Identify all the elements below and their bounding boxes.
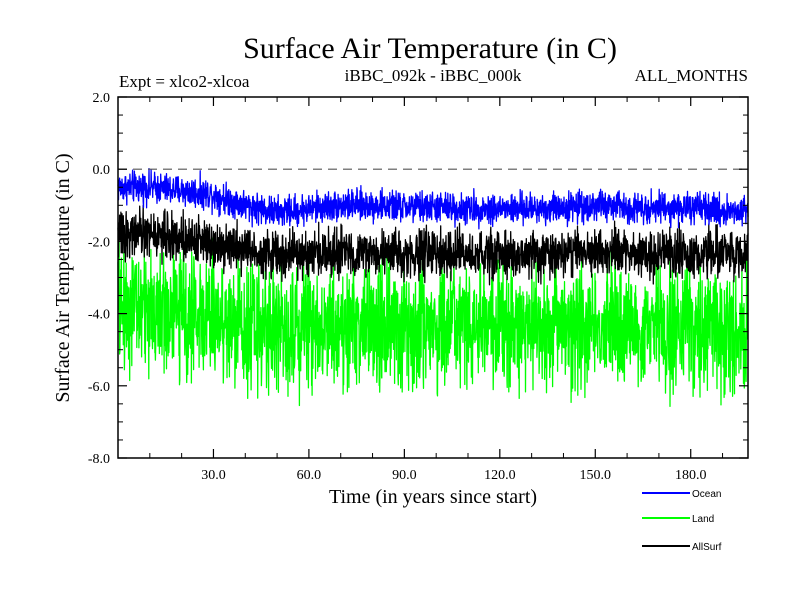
legend: Ocean Land AllSurf	[642, 489, 722, 553]
series-layer	[117, 167, 749, 408]
x-axis-ticks: 30.0 60.0 90.0 120.0 150.0 180.0	[149, 97, 724, 483]
chart-subtitle-right: ALL_MONTHS	[635, 66, 748, 85]
chart-subtitle-left: Expt = xlco2-xlcoa	[119, 72, 250, 91]
chart-subtitle-center: iBBC_092k - iBBC_000k	[345, 66, 522, 85]
series-line-ocean	[117, 167, 749, 230]
legend-label-ocean: Ocean	[692, 489, 721, 500]
chart-title: Surface Air Temperature (in C)	[243, 32, 617, 65]
y-tick-label: 2.0	[93, 91, 111, 106]
x-tick-label: 150.0	[580, 468, 612, 483]
y-tick-label: 0.0	[93, 163, 111, 178]
series-line-land	[117, 237, 749, 408]
x-tick-label: 90.0	[392, 468, 417, 483]
legend-label-land: Land	[692, 514, 714, 525]
y-tick-label: -8.0	[88, 452, 110, 467]
series-line-allsurf	[117, 204, 749, 286]
legend-label-allsurf: AllSurf	[692, 542, 722, 553]
y-tick-label: -2.0	[88, 235, 110, 250]
y-tick-label: -4.0	[88, 308, 110, 323]
y-axis-ticks: -8.0 -6.0 -4.0 -2.0 0.0 2.0	[88, 91, 748, 467]
y-tick-label: -6.0	[88, 380, 110, 395]
y-axis-label: Surface Air Temperature (in C)	[52, 153, 74, 402]
x-tick-label: 180.0	[675, 468, 707, 483]
x-tick-label: 120.0	[484, 468, 516, 483]
x-tick-label: 60.0	[297, 468, 322, 483]
x-axis-label: Time (in years since start)	[329, 486, 537, 508]
x-tick-label: 30.0	[201, 468, 226, 483]
